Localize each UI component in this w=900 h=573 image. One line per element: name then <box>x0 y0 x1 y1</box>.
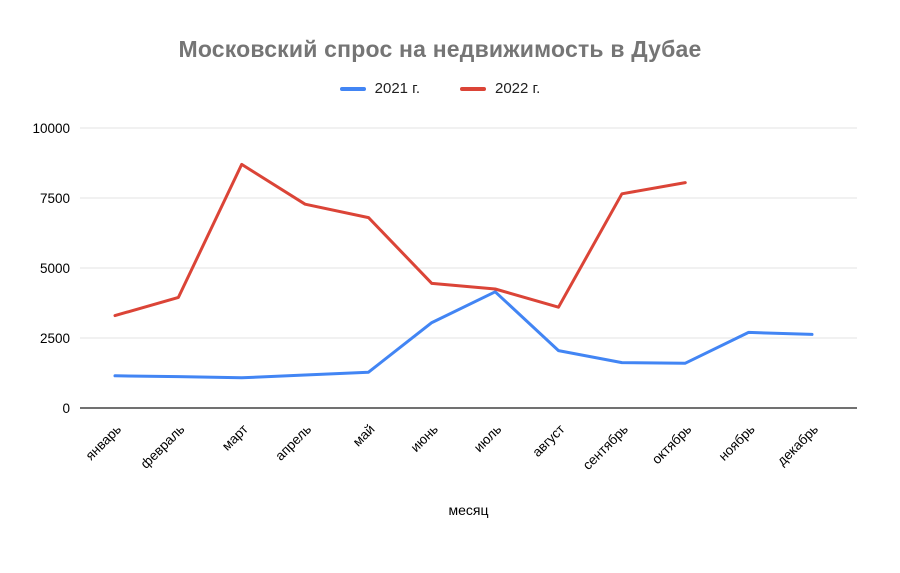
x-tick-label: декабрь <box>774 422 821 469</box>
x-tick-label: февраль <box>137 422 187 472</box>
chart-title: Московский спрос на недвижимость в Дубае <box>178 36 702 62</box>
x-tick-label: январь <box>83 422 125 464</box>
x-tick-label: май <box>350 422 378 450</box>
y-tick-label: 5000 <box>40 261 70 276</box>
y-tick-label: 10000 <box>32 121 70 136</box>
x-tick-label: август <box>529 422 567 460</box>
legend-swatch-2022 <box>460 86 486 91</box>
legend: 2021 г. 2022 г. <box>0 80 880 97</box>
x-tick-label: апрель <box>272 422 314 464</box>
legend-item-2022: 2022 г. <box>460 80 540 97</box>
y-tick-label: 7500 <box>40 191 70 206</box>
x-tick-label: ноябрь <box>716 422 758 464</box>
legend-label-2022: 2022 г. <box>495 80 541 97</box>
x-tick-label: октябрь <box>649 422 694 467</box>
legend-label-2021: 2021 г. <box>374 80 420 97</box>
series-line-2021 <box>113 290 814 380</box>
series-line-2022 <box>113 162 687 318</box>
x-axis-title: месяц <box>448 502 489 518</box>
x-tick-label: июнь <box>408 422 441 455</box>
x-tick-label: июль <box>471 422 504 455</box>
x-tick-label: сентябрь <box>580 422 631 473</box>
x-tick-label: март <box>219 422 251 454</box>
y-tick-label: 2500 <box>40 331 70 346</box>
legend-item-2021: 2021 г. <box>339 80 420 97</box>
y-tick-label: 0 <box>62 401 70 416</box>
legend-swatch-2021 <box>339 86 366 91</box>
